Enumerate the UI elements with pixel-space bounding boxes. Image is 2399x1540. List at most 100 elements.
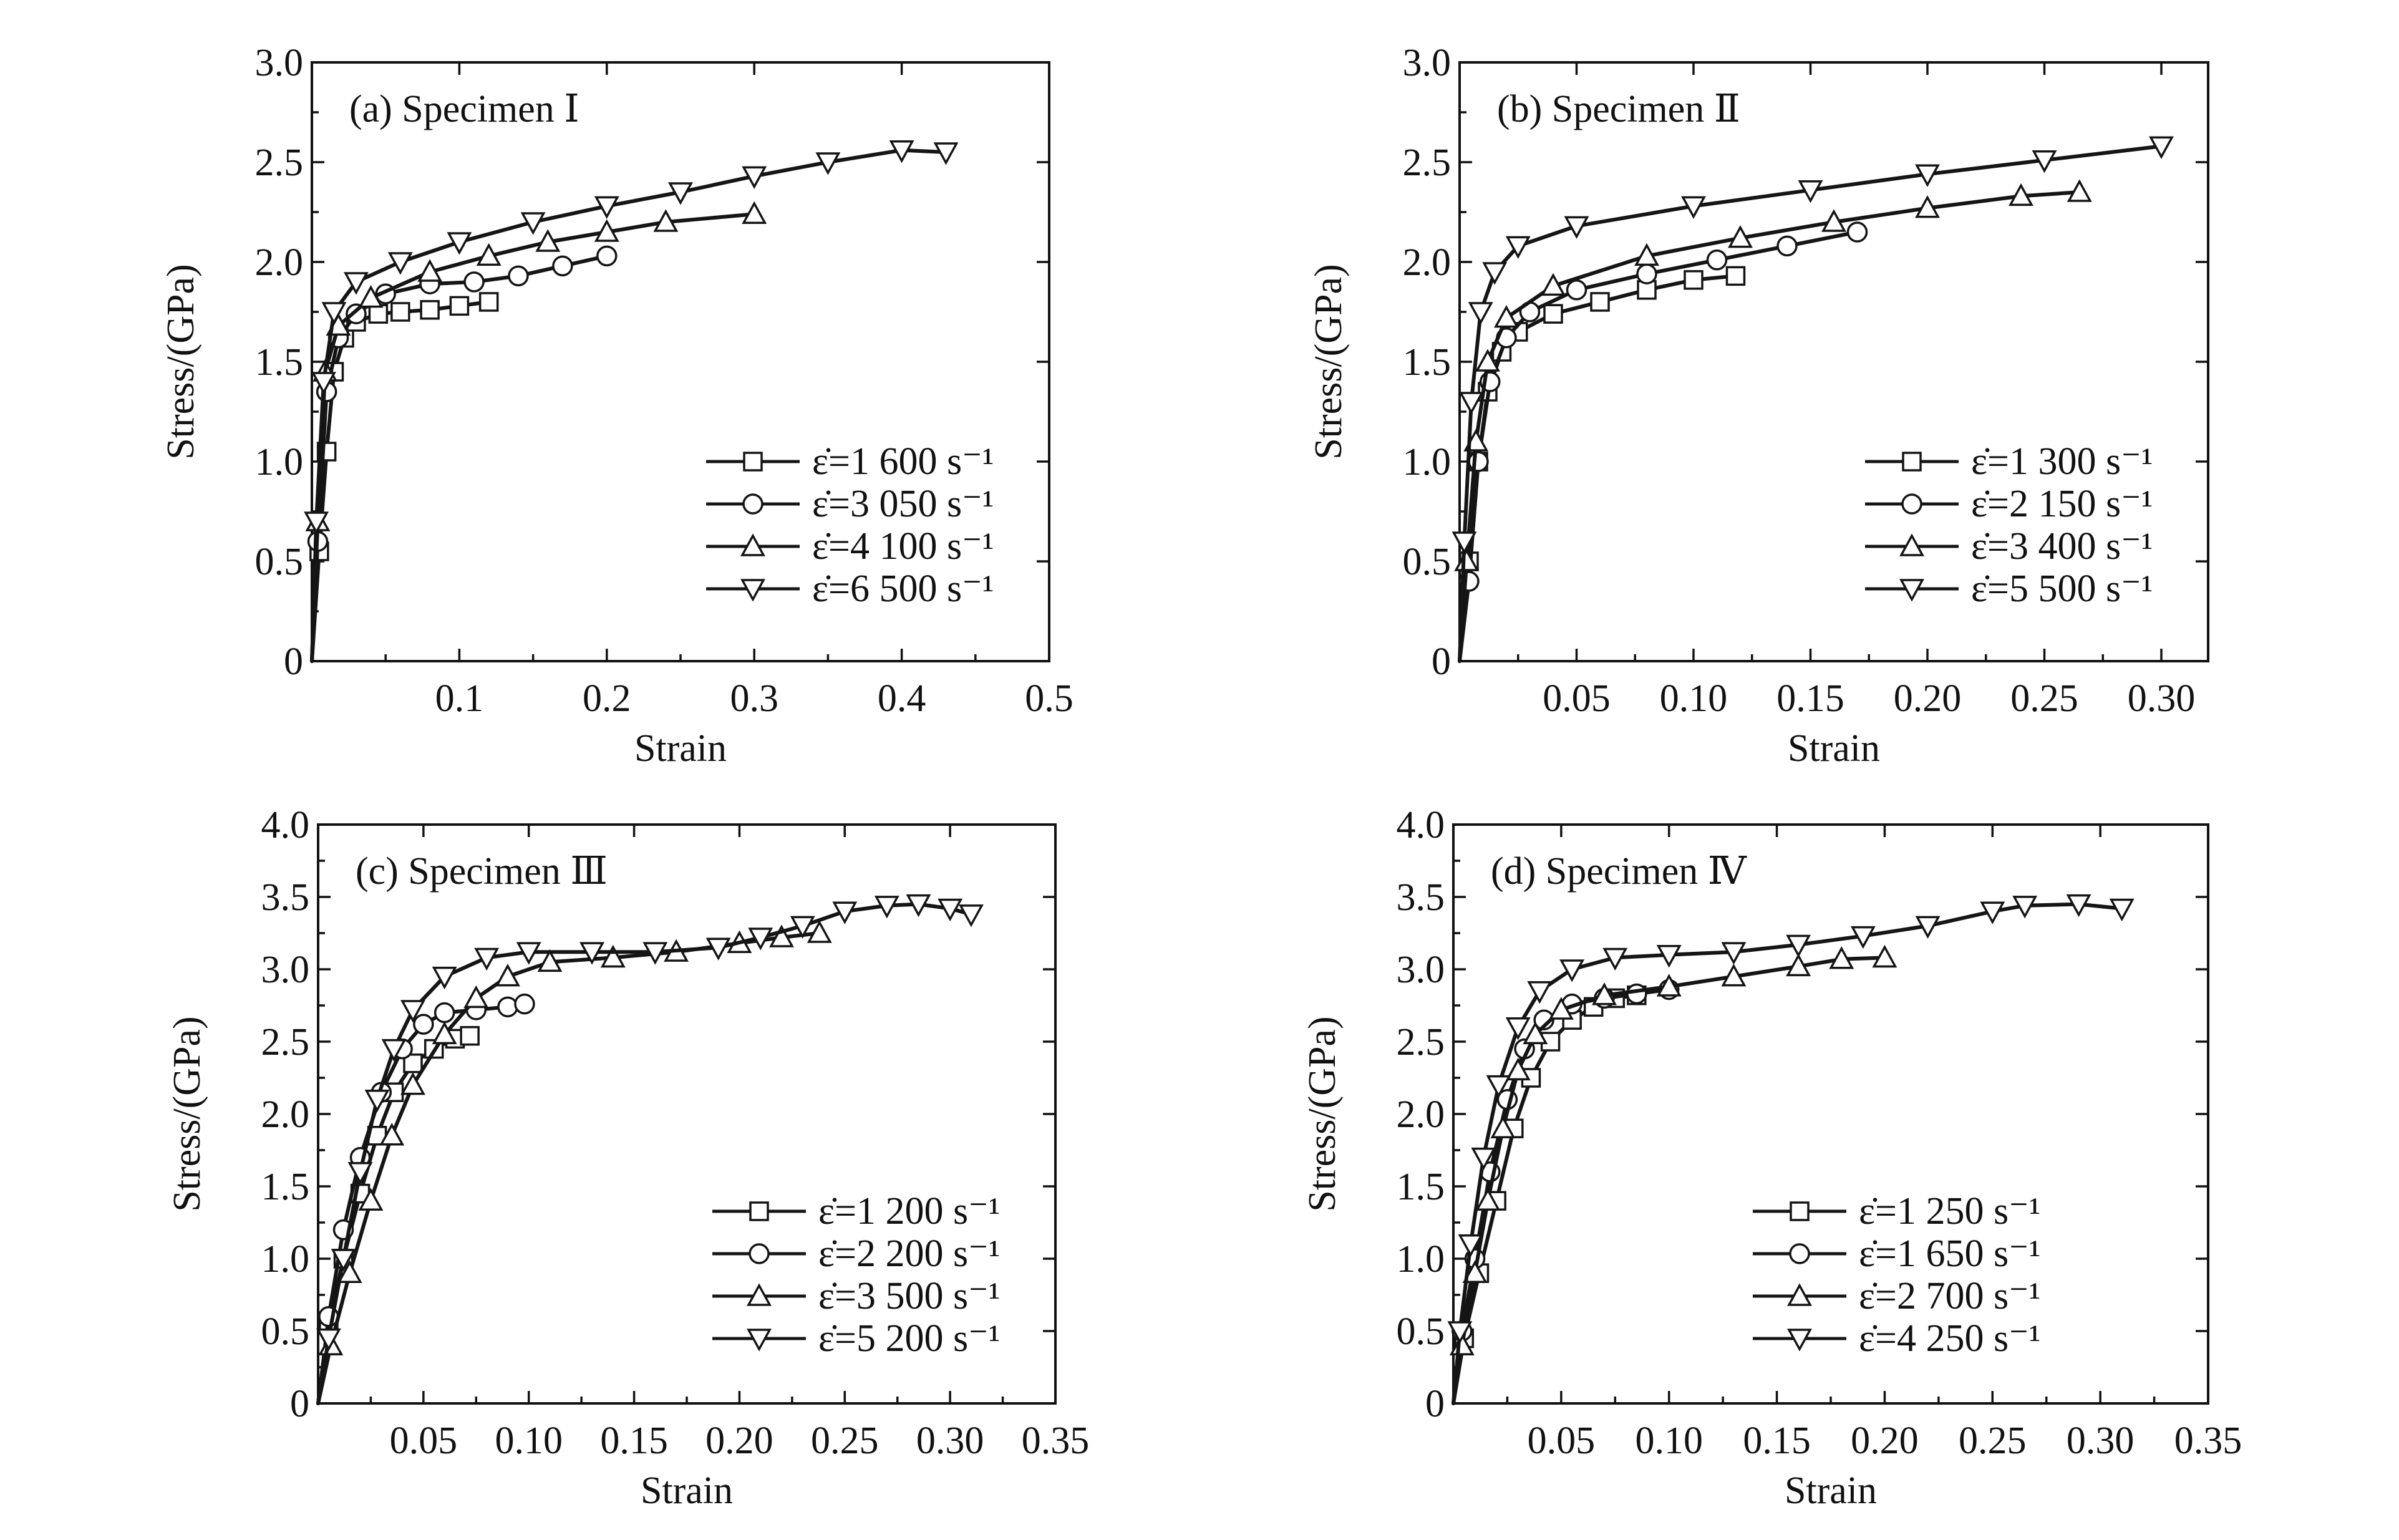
series-line [310,212,757,663]
data-point-triangle-up [1505,1057,1531,1081]
data-point-triangle-down [1787,1329,1812,1352]
data-point-triangle-down [343,272,369,295]
x-axis-label: Strain [634,727,727,770]
series-line [1458,230,1859,663]
data-point-circle [552,255,573,277]
data-point-square [1684,270,1704,290]
y-tick-label: 0 [1432,641,1451,683]
data-point-triangle-up [1915,195,1940,218]
data-point-triangle-down [1798,180,1823,203]
x-tick-label: 0.10 [495,1420,563,1462]
x-tick-label: 0.30 [2128,677,2196,720]
y-axis-label: Stress/(GPa) [1301,1016,1344,1211]
legend-item: ε̇=1 650 s⁻¹ [1753,1232,2040,1275]
data-point-triangle-down [748,927,773,951]
y-tick-label: 2.5 [1403,142,1452,184]
data-point-circle [1789,1243,1810,1264]
y-axis-label: Stress/(GPa) [1307,264,1350,459]
legend-item: ε̇=4 250 s⁻¹ [1753,1317,2040,1360]
series-line [1458,144,2163,663]
y-tick-label: 2.0 [1397,1093,1445,1136]
x-tick-label: 0.20 [1894,677,1962,720]
data-point-triangle-up [594,219,619,242]
y-tick-label: 0.5 [1397,1310,1445,1353]
data-point-triangle-up [1656,974,1682,997]
data-point-triangle-down [1786,934,1811,958]
data-point-triangle-down [2109,898,2135,922]
x-tick-label: 0.1 [435,677,484,720]
data-point-square [368,304,389,324]
data-point-triangle-down [1602,947,1628,971]
data-point-triangle-down [2012,896,2038,919]
data-point-triangle-down [2149,136,2174,160]
legend-item: ε̇=5 500 s⁻¹ [1865,568,2153,610]
x-tick-label: 0.05 [1528,1420,1596,1462]
data-point-triangle-down [364,1090,390,1113]
data-point-triangle-up [769,924,794,947]
y-tick-label: 4.0 [1397,804,1445,846]
legend-label: ε̇=2 150 s⁻¹ [1971,483,2153,525]
data-point-square [478,292,499,312]
data-point-triangle-down [742,166,767,190]
data-point-triangle-down [1681,196,1706,220]
plot-frame [1452,823,2209,1405]
series-4 [316,894,984,1405]
data-point-triangle-down [1486,1075,1511,1098]
series-4 [1452,136,2174,663]
data-point-triangle-up [1454,548,1480,571]
data-point-triangle-down [316,1328,341,1352]
legend-label: ε̇=5 200 s⁻¹ [818,1317,1000,1360]
series-1 [316,1025,480,1405]
data-point-triangle-down [1980,901,2005,924]
data-point-circle [1468,451,1489,472]
series-line [310,300,491,663]
y-tick-label: 2.0 [261,1093,310,1136]
y-tick-label: 0.5 [255,541,304,583]
data-point-circle [596,245,618,267]
y-tick-label: 1.5 [1403,341,1452,384]
y-tick-label: 1.5 [255,341,304,384]
data-point-triangle-down [906,894,931,918]
data-point-triangle-down [1899,579,1924,602]
x-tick-label: 0.35 [1022,1420,1090,1462]
data-point-triangle-up [1475,1188,1501,1211]
data-point-triangle-down [1850,926,1876,949]
legend-label: ε̇=1 600 s⁻¹ [812,440,994,483]
data-point-triangle-up [463,985,489,1009]
series-1 [309,292,499,663]
data-point-triangle-up [417,259,443,282]
legend-label: ε̇=1 250 s⁻¹ [1859,1190,2040,1232]
data-point-triangle-down [1452,531,1477,554]
data-point-square [1725,266,1746,286]
data-point-triangle-down [705,937,731,961]
data-point-triangle-down [400,1000,425,1023]
y-tick-label: 1.0 [255,441,304,483]
data-point-triangle-down [958,904,984,927]
series-2 [1458,221,1868,663]
panel-label: (c) Specimen Ⅲ [356,850,608,893]
data-point-triangle-down [1447,1321,1473,1344]
y-tick-label: 1.5 [1397,1166,1445,1208]
y-tick-label: 0.5 [261,1310,310,1353]
data-point-circle [749,1243,770,1264]
y-tick-label: 3.0 [1397,949,1445,991]
data-point-circle [346,303,367,324]
legend: ε̇=1 200 s⁻¹ε̇=2 200 s⁻¹ε̇=3 500 s⁻¹ε̇=5… [712,1190,1000,1360]
legend-item: ε̇=2 200 s⁻¹ [712,1232,1000,1275]
series-1 [1452,986,1647,1405]
data-point-triangle-down [642,942,668,965]
data-point-triangle-up [337,1260,362,1283]
data-point-triangle-down [933,142,959,165]
y-tick-label: 1.0 [1397,1238,1445,1281]
y-tick-label: 3.5 [261,876,310,919]
x-tick-label: 0.5 [1025,677,1073,720]
data-point-circle [1533,1009,1554,1030]
data-point-triangle-down [387,252,413,275]
data-point-circle [1846,221,1868,243]
data-point-square [749,1201,769,1221]
data-point-triangle-down [432,966,457,990]
legend-label: ε̇=2 200 s⁻¹ [818,1232,1000,1275]
data-point-triangle-down [347,1162,373,1185]
data-point-triangle-down [1458,1234,1483,1257]
series-line [1452,956,1887,1405]
